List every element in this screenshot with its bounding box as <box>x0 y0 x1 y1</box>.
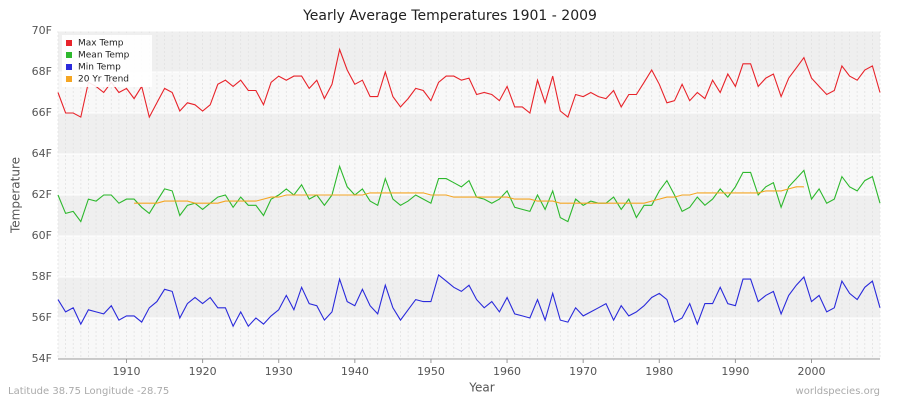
x-tick-label: 1980 <box>645 365 673 378</box>
y-tick-label: 64F <box>32 147 52 160</box>
x-tick-label: 1950 <box>417 365 445 378</box>
legend-swatch <box>66 64 72 70</box>
x-tick-label: 1920 <box>189 365 217 378</box>
legend-swatch <box>66 76 72 82</box>
y-tick-label: 56F <box>32 311 52 324</box>
y-axis-label: Temperature <box>9 157 23 234</box>
series-line <box>134 186 804 204</box>
x-tick-label: 1940 <box>341 365 369 378</box>
legend-label: Min Temp <box>78 63 121 73</box>
legend-label: Max Temp <box>78 39 124 49</box>
x-tick-label: 2000 <box>798 365 826 378</box>
footer-right: worldspecies.org <box>796 386 880 397</box>
x-tick-label: 1990 <box>721 365 749 378</box>
legend-label: Mean Temp <box>78 51 130 61</box>
y-tick-label: 62F <box>32 188 52 201</box>
y-tick-label: 66F <box>32 106 52 119</box>
y-tick-label: 70F <box>32 24 52 37</box>
footer-left: Latitude 38.75 Longitude -28.75 <box>8 386 169 397</box>
series-line <box>57 273 881 328</box>
y-tick-label: 68F <box>32 65 52 78</box>
legend-swatch <box>66 52 72 58</box>
y-tick-label: 60F <box>32 229 52 242</box>
legend-label: 20 Yr Trend <box>78 75 129 85</box>
y-tick-label: 58F <box>32 270 52 283</box>
legend-box <box>62 35 152 87</box>
x-tick-label: 1970 <box>569 365 597 378</box>
x-tick-label: 1930 <box>265 365 293 378</box>
y-tick-label: 54F <box>32 352 52 365</box>
x-tick-label: 1910 <box>113 365 141 378</box>
x-axis-label: Year <box>468 381 494 395</box>
legend-swatch <box>66 40 72 46</box>
series-line <box>57 47 881 119</box>
x-tick-label: 1960 <box>493 365 521 378</box>
chart-title: Yearly Average Temperatures 1901 - 2009 <box>302 8 597 24</box>
